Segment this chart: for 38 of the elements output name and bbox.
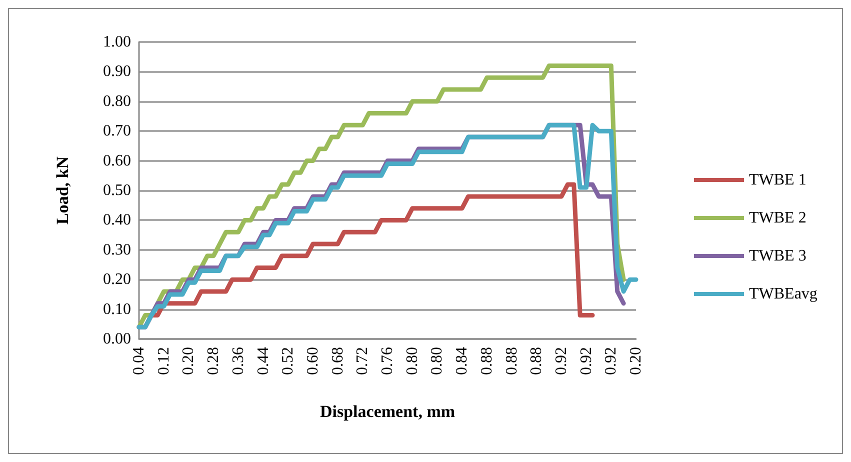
- x-tick-label: 0.92: [578, 347, 595, 375]
- x-tick-label: 0.88: [528, 347, 546, 375]
- legend-label: TWBE 1: [749, 172, 806, 188]
- y-tick-label: 0.40: [103, 212, 131, 229]
- x-tick-label: 0.76: [379, 347, 396, 375]
- y-tick-label: 0.10: [103, 300, 131, 318]
- x-tick-label: 0.44: [254, 347, 272, 375]
- x-tick-label: 0.52: [280, 347, 297, 375]
- x-tick-label: 0.04: [130, 347, 148, 375]
- legend-label: TWBE 2: [749, 210, 806, 226]
- x-tick-label: 0.36: [230, 347, 247, 375]
- y-tick-label: 0.60: [103, 152, 131, 170]
- x-tick-label: 0.60: [304, 347, 322, 375]
- y-tick-label: 0.90: [103, 63, 131, 80]
- x-tick-label: 0.28: [205, 347, 222, 375]
- x-tick-label: 0.12: [155, 347, 172, 375]
- x-axis-title: Displacement, mm: [320, 402, 456, 421]
- y-tick-label: 0.20: [103, 271, 131, 288]
- x-tick-label: 0.72: [354, 347, 372, 375]
- y-axis-title: Load, kN: [53, 156, 72, 225]
- y-tick-label: 0.30: [103, 241, 131, 258]
- x-tick-label: 0.92: [552, 347, 570, 375]
- y-tick-label: 0.00: [103, 330, 131, 348]
- x-tick-label: 0.84: [454, 347, 471, 375]
- y-tick-label: 1.00: [103, 34, 131, 50]
- y-tick-label: 0.50: [103, 182, 131, 199]
- y-tick-label: 0.70: [103, 122, 131, 140]
- y-tick-label: 0.80: [103, 92, 131, 110]
- legend-label: TWBE 3: [749, 248, 806, 264]
- x-tick-label: 0.80: [404, 347, 421, 375]
- x-tick-label: 0.88: [503, 347, 520, 375]
- x-tick-label: 0.68: [329, 347, 346, 375]
- x-tick-label: 0.92: [602, 347, 620, 375]
- x-tick-label: 0.80: [428, 347, 446, 375]
- x-tick-label: 0.20: [628, 347, 644, 375]
- x-tick-label: 0.88: [478, 347, 496, 375]
- legend-label: TWBEavg: [749, 286, 818, 302]
- x-tick-label: 0.20: [180, 347, 198, 375]
